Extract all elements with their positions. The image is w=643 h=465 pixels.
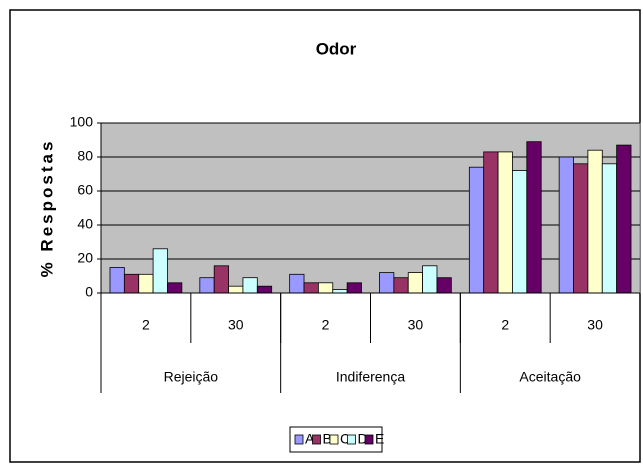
bar <box>526 141 542 294</box>
bar <box>393 277 409 294</box>
x-tick-label: 30 <box>228 317 244 333</box>
group-label: Rejeição <box>164 369 219 385</box>
bar <box>332 289 348 294</box>
group-label: Aceitação <box>519 369 581 385</box>
bar <box>601 163 618 294</box>
bar <box>436 277 452 294</box>
legend-swatch <box>364 434 374 445</box>
bar <box>483 151 499 294</box>
x-tick-label: 2 <box>322 317 330 333</box>
legend-swatch <box>347 434 356 445</box>
y-axis-label: % Respostas <box>37 139 56 278</box>
bar <box>138 273 154 294</box>
legend-swatch <box>329 434 339 445</box>
x-tick-label: 30 <box>408 317 424 333</box>
bar <box>573 163 589 294</box>
bar <box>407 272 424 294</box>
bar <box>379 272 395 294</box>
y-tick-label: 60 <box>77 182 93 198</box>
y-tick-label: 100 <box>70 114 94 130</box>
bar <box>228 285 244 294</box>
y-tick-label: 80 <box>77 148 93 164</box>
legend-label: D <box>358 431 368 447</box>
bar <box>512 170 528 294</box>
bar <box>109 267 125 294</box>
bar <box>152 248 168 294</box>
legend-swatch <box>312 434 321 445</box>
legend-label: C <box>340 431 350 447</box>
bar <box>167 282 183 294</box>
legend-label: E <box>375 431 384 447</box>
group-label: Indiferença <box>336 369 405 385</box>
bar <box>317 282 334 294</box>
legend-swatch <box>294 434 304 445</box>
legend-label: A <box>305 431 315 447</box>
bar <box>199 277 215 294</box>
bar <box>123 273 140 294</box>
y-tick-label: 20 <box>77 250 93 266</box>
chart-title: Odor <box>316 39 357 58</box>
plot-area <box>100 122 641 294</box>
bar <box>468 166 485 294</box>
bar <box>422 265 438 294</box>
bar <box>256 285 273 294</box>
bar <box>303 282 319 294</box>
bar <box>587 149 603 294</box>
x-tick-label: 2 <box>142 317 150 333</box>
bar <box>242 277 258 294</box>
legend-label: B <box>323 431 332 447</box>
bar <box>616 144 632 294</box>
bar <box>213 265 229 294</box>
y-tick-label: 40 <box>77 216 93 232</box>
bar <box>346 282 362 294</box>
bar <box>289 273 305 294</box>
bar <box>558 156 574 294</box>
bar <box>497 151 513 294</box>
x-tick-label: 2 <box>501 317 509 333</box>
x-tick-label: 30 <box>587 317 603 333</box>
y-tick-label: 0 <box>85 284 93 300</box>
